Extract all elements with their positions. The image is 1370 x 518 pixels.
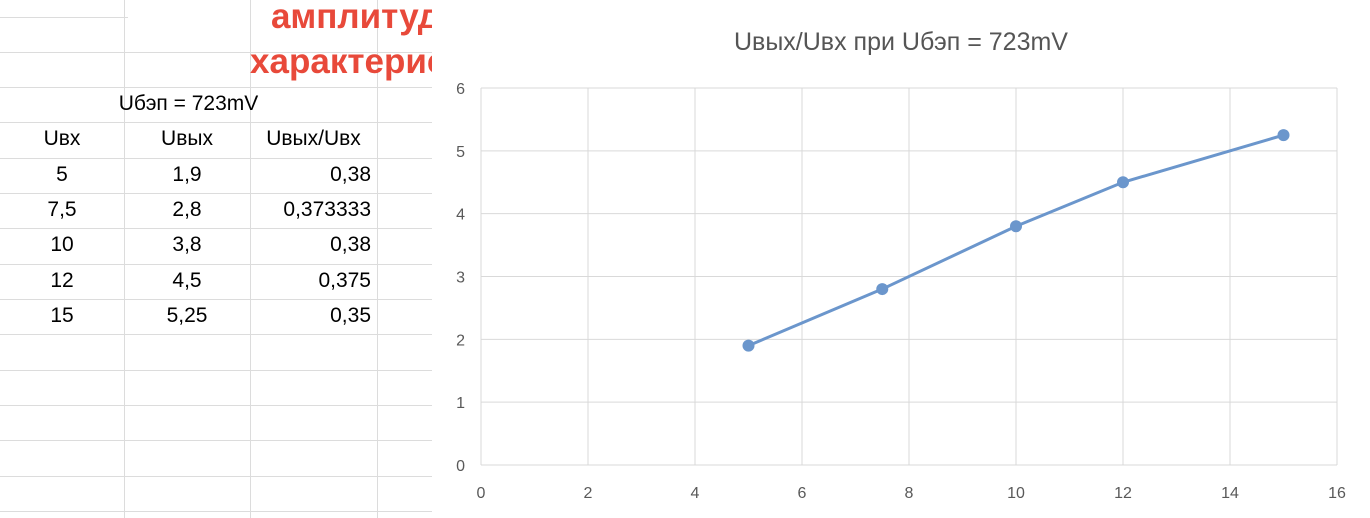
column-divider — [377, 0, 378, 518]
table-cell[interactable]: 0,38 — [330, 233, 371, 256]
table-caption[interactable]: Uбэп = 723mV — [118, 92, 259, 115]
table-cell[interactable]: 2,8 — [172, 198, 202, 221]
row-divider — [0, 476, 440, 477]
table-cell[interactable]: 5,25 — [166, 304, 208, 327]
row-divider — [0, 228, 440, 229]
x-tick-label: 14 — [1221, 485, 1239, 502]
x-tick-label: 4 — [691, 485, 700, 502]
y-tick-label: 1 — [456, 395, 465, 412]
table-cell[interactable]: 15 — [50, 304, 74, 327]
table-cell[interactable]: 1,9 — [172, 163, 202, 186]
table-cell[interactable]: 0,375 — [318, 269, 371, 292]
table-cell[interactable]: 7,5 — [47, 198, 77, 221]
chart-title: Uвых/Uвх при Uбэп = 723mV — [734, 28, 1068, 56]
row-divider — [0, 17, 128, 18]
y-tick-label: 3 — [456, 270, 465, 287]
row-divider — [0, 334, 440, 335]
row-divider — [0, 405, 440, 406]
table-cell[interactable]: 0,373333 — [283, 198, 371, 221]
x-tick-label: 16 — [1328, 485, 1346, 502]
data-point — [1277, 129, 1290, 142]
row-divider — [0, 158, 440, 159]
y-tick-label: 4 — [456, 207, 465, 224]
table-cell[interactable]: 0,35 — [330, 304, 371, 327]
x-tick-label: 2 — [584, 485, 593, 502]
x-tick-label: 12 — [1114, 485, 1132, 502]
data-point — [876, 283, 889, 296]
table-cell[interactable]: 12 — [50, 269, 74, 292]
y-tick-label: 2 — [456, 332, 465, 349]
table-cell[interactable]: 4,5 — [172, 269, 202, 292]
row-divider — [0, 122, 440, 123]
header-cell-ratio[interactable]: Uвых/Uвх — [266, 127, 361, 150]
column-divider — [250, 0, 251, 518]
data-point — [1010, 220, 1022, 233]
table-cell[interactable]: 10 — [50, 233, 74, 256]
x-tick-label: 10 — [1007, 485, 1025, 502]
header-cell-uin[interactable]: Uвх — [43, 127, 81, 150]
row-divider — [0, 299, 440, 300]
x-tick-label: 6 — [798, 485, 807, 502]
y-tick-label: 6 — [456, 81, 465, 98]
line-chart[interactable]: Uвых/Uвх при Uбэп = 723mV 0 1 2 3 4 5 6 0 2 4 6 8 10… — [432, 0, 1370, 518]
data-point — [742, 339, 755, 352]
row-divider — [0, 440, 440, 441]
row-divider — [0, 511, 440, 512]
x-tick-label: 8 — [905, 485, 914, 502]
y-tick-label: 5 — [456, 144, 465, 161]
row-divider — [0, 264, 440, 265]
table-cell[interactable]: 5 — [56, 163, 68, 186]
row-divider — [0, 52, 440, 53]
x-tick-label: 0 — [477, 485, 486, 502]
y-tick-label: 0 — [456, 458, 465, 475]
column-divider — [124, 0, 125, 518]
header-cell-uout[interactable]: Uвых — [161, 127, 213, 150]
table-cell[interactable]: 0,38 — [330, 163, 371, 186]
row-divider — [0, 193, 440, 194]
data-point — [1117, 176, 1129, 189]
row-divider — [0, 87, 440, 88]
table-cell[interactable]: 3,8 — [172, 233, 202, 256]
row-divider — [0, 370, 440, 371]
